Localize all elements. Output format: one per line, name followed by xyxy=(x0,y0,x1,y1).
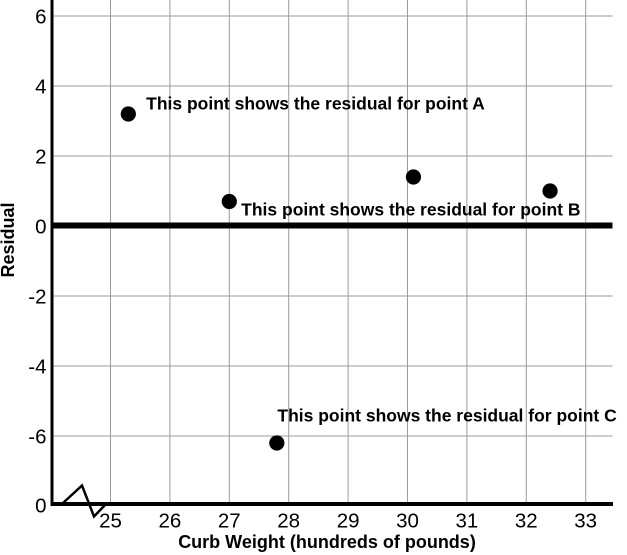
x-tick-label: 30 xyxy=(396,510,419,533)
x-tick-label: 28 xyxy=(277,510,300,533)
axes xyxy=(50,0,613,519)
point-annotation: This point shows the residual for point … xyxy=(277,406,617,426)
x-tick-label: 26 xyxy=(158,510,181,533)
y-tick-label: -2 xyxy=(28,286,46,309)
origin-tick-label: 0 xyxy=(35,495,46,518)
point-annotation: This point shows the residual for point … xyxy=(241,200,580,220)
x-tick-label: 27 xyxy=(218,510,241,533)
x-tick-label: 32 xyxy=(515,510,538,533)
gridlines xyxy=(52,0,613,504)
y-tick-label: 4 xyxy=(35,76,46,99)
x-tick-label: 25 xyxy=(99,510,122,533)
data-point-B xyxy=(221,193,237,210)
x-tick-label: 31 xyxy=(455,510,478,533)
tick-labels: 25 26 27 28 29 30 31 32 33 6 4 2 0 -2 -4 -6 0 xyxy=(28,6,597,533)
x-axis-label: Curb Weight (hundreds of pounds) xyxy=(178,532,476,552)
y-tick-label: -4 xyxy=(28,356,46,379)
point-annotations: This point shows the residual for point … xyxy=(146,94,617,426)
x-tick-label: 29 xyxy=(337,510,360,533)
data-point xyxy=(405,169,422,185)
y-axis-label: Residual xyxy=(0,202,18,277)
axis-break-icon xyxy=(62,483,107,519)
y-tick-label: 0 xyxy=(35,216,46,239)
x-tick-label: 33 xyxy=(574,510,597,533)
data-point-C xyxy=(269,435,285,451)
data-point xyxy=(542,183,558,199)
data-point-A xyxy=(120,106,136,122)
y-tick-label: 2 xyxy=(35,146,46,169)
y-tick-label: 6 xyxy=(35,6,46,29)
point-annotation: This point shows the residual for point … xyxy=(146,94,485,114)
data-points xyxy=(120,106,558,451)
y-tick-label: -6 xyxy=(28,426,46,449)
